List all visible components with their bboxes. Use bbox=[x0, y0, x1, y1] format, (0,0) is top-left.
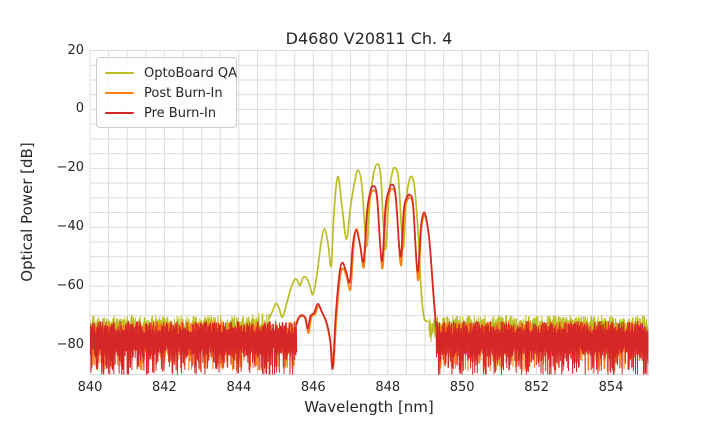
legend-line-swatch bbox=[105, 111, 134, 115]
x-axis-label: Wavelength [nm] bbox=[304, 398, 434, 416]
plot-border bbox=[89, 50, 649, 376]
x-tick-label: 844 bbox=[226, 380, 252, 395]
legend: OptoBoard QA Post Burn-In Pre Burn-In bbox=[96, 57, 237, 128]
legend-item-optoboard-qa: OptoBoard QA bbox=[97, 63, 237, 83]
x-tick-label: 854 bbox=[598, 380, 624, 395]
x-tick-label: 852 bbox=[524, 380, 550, 395]
legend-line-swatch bbox=[105, 71, 134, 75]
y-tick-label: 20 bbox=[67, 42, 84, 58]
y-tick-label: −80 bbox=[56, 337, 84, 353]
series-line-pre-burn-in bbox=[295, 183, 437, 370]
x-tick-label: 846 bbox=[300, 380, 326, 395]
series-group bbox=[90, 163, 649, 375]
y-tick-label: −60 bbox=[56, 278, 84, 294]
series-line-optoboard-qa bbox=[268, 163, 429, 323]
legend-label: Post Burn-In bbox=[144, 85, 223, 101]
series-noise-pre-burn-in bbox=[90, 320, 298, 375]
y-tick-label: −40 bbox=[56, 219, 84, 235]
y-tick-label: −20 bbox=[56, 160, 84, 176]
x-tick-label: 842 bbox=[152, 380, 177, 395]
series-noise-pre-burn-in bbox=[435, 320, 649, 375]
legend-item-pre-burn-in: Pre Burn-In bbox=[97, 103, 236, 123]
legend-label: OptoBoard QA bbox=[144, 65, 237, 81]
x-tick-label: 848 bbox=[375, 380, 401, 395]
legend-label: Pre Burn-In bbox=[144, 105, 217, 121]
chart-title: D4680 V20811 Ch. 4 bbox=[285, 29, 453, 48]
x-tick-label: 850 bbox=[449, 380, 475, 395]
legend-item-post-burn-in: Post Burn-In bbox=[97, 83, 236, 103]
legend-line-swatch bbox=[105, 91, 134, 95]
x-tick-label: 840 bbox=[77, 380, 103, 395]
y-tick-label: 0 bbox=[75, 101, 84, 117]
